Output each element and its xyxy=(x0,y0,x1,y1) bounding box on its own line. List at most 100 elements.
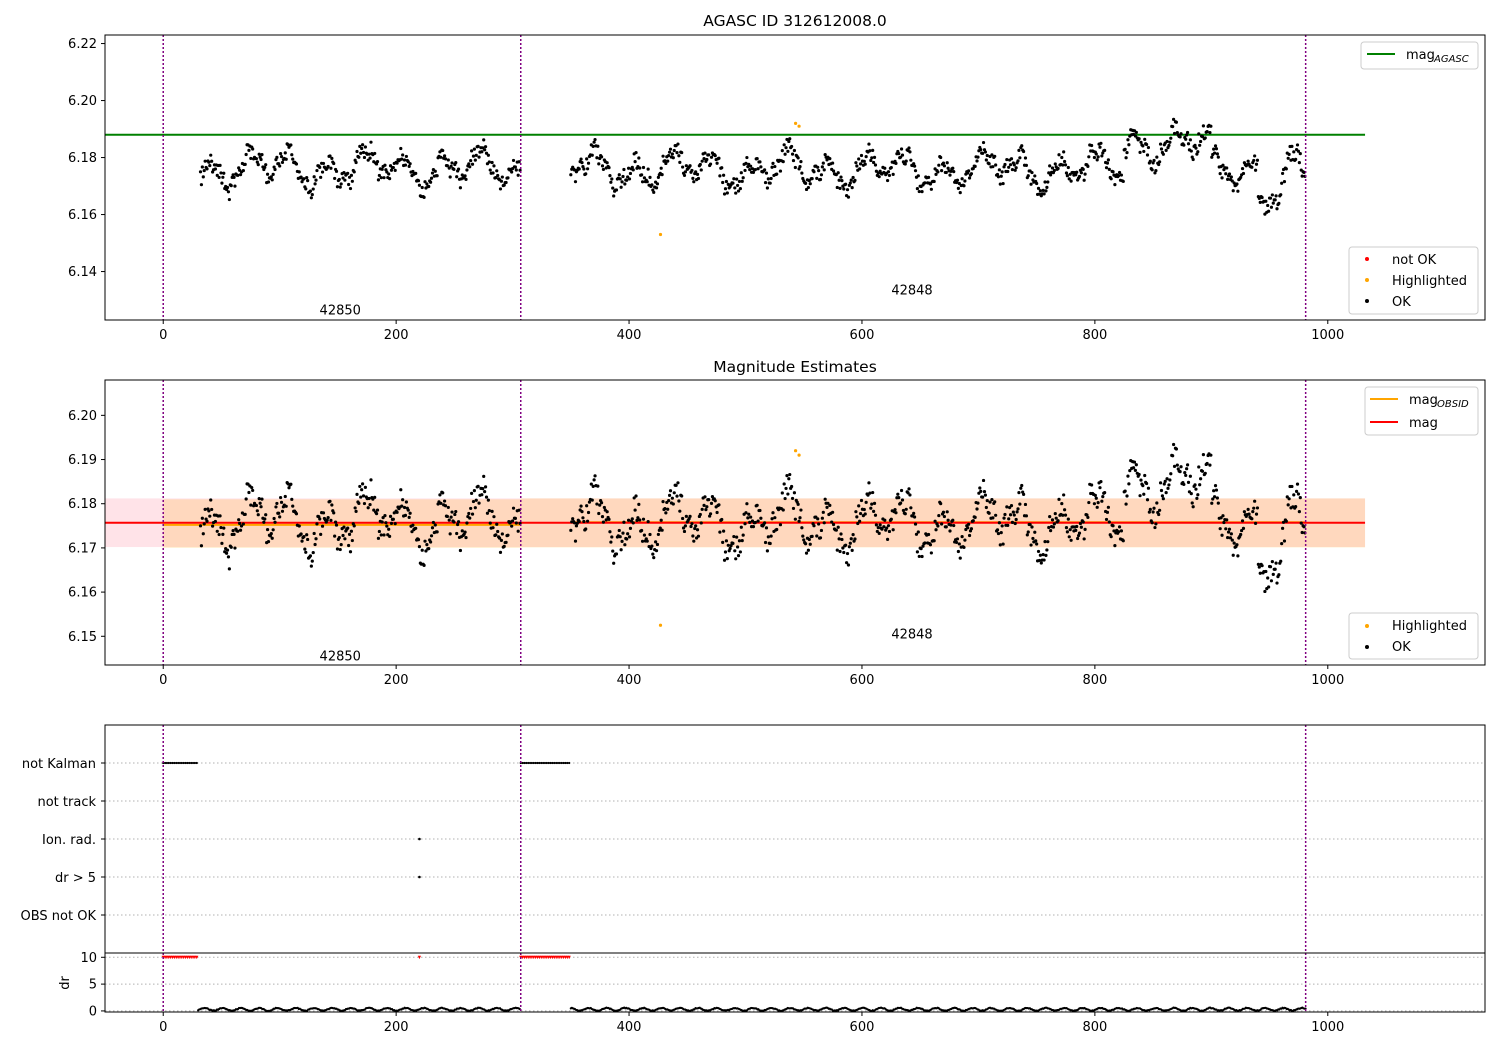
ok-point xyxy=(1239,532,1243,537)
ok-point xyxy=(681,526,686,530)
ok-point xyxy=(957,181,961,186)
ok-point xyxy=(957,542,961,546)
ok-point xyxy=(694,170,698,174)
ok-point xyxy=(506,533,510,537)
ok-point xyxy=(219,525,223,530)
ok-point xyxy=(1020,483,1024,488)
ok-point xyxy=(222,526,226,530)
ok-point xyxy=(1188,474,1192,478)
flag-point xyxy=(180,761,183,765)
ok-point xyxy=(1190,501,1194,505)
ok-point xyxy=(923,541,927,545)
ok-point xyxy=(1101,494,1105,499)
ok-point xyxy=(956,549,960,554)
ok-point xyxy=(913,522,918,526)
ok-point xyxy=(222,171,226,175)
ok-point xyxy=(423,539,427,543)
ok-point xyxy=(1113,544,1117,548)
ok-point xyxy=(1200,135,1205,139)
ok-point xyxy=(607,166,611,170)
ok-point xyxy=(1008,513,1013,517)
ok-point xyxy=(1090,483,1094,487)
ok-point xyxy=(769,176,773,181)
ok-point xyxy=(952,170,956,174)
ok-point xyxy=(1151,510,1155,514)
ok-point xyxy=(429,180,433,184)
ok-point xyxy=(791,158,796,163)
ok-point xyxy=(499,179,504,183)
ok-point xyxy=(1229,175,1233,179)
ok-point xyxy=(1164,491,1168,495)
ok-point xyxy=(976,155,980,159)
ok-point xyxy=(1145,153,1150,157)
ok-point xyxy=(634,494,638,498)
ok-point xyxy=(676,142,680,146)
ok-point xyxy=(275,155,279,159)
ok-point xyxy=(1246,159,1250,163)
ok-point xyxy=(838,549,842,554)
y-tick-label-1-5: 6.20 xyxy=(68,409,97,424)
ok-point xyxy=(913,169,918,173)
ok-point xyxy=(218,163,222,167)
ok-point xyxy=(825,505,829,509)
ok-point xyxy=(299,532,303,536)
ok-point xyxy=(1119,529,1124,533)
ok-point xyxy=(692,539,696,543)
ok-point xyxy=(883,518,887,522)
ok-point xyxy=(1000,524,1004,528)
ok-point xyxy=(379,176,383,180)
ok-point xyxy=(793,165,797,170)
ok-point xyxy=(942,164,947,168)
ok-point xyxy=(1083,527,1087,531)
ok-point xyxy=(1282,539,1287,543)
ok-point xyxy=(360,488,364,492)
ok-point xyxy=(1074,173,1078,177)
ok-point xyxy=(723,550,728,554)
ok-point xyxy=(569,173,573,177)
ok-point xyxy=(635,518,639,522)
ok-point xyxy=(275,501,279,506)
ok-point xyxy=(1017,491,1021,495)
ok-point xyxy=(279,500,284,504)
ok-point xyxy=(985,153,989,158)
ok-point xyxy=(784,146,788,150)
ok-point xyxy=(264,163,268,167)
ok-point xyxy=(238,528,243,532)
ok-point xyxy=(1029,182,1033,186)
ok-point xyxy=(1050,166,1055,170)
ok-point xyxy=(680,494,684,498)
ok-point xyxy=(308,554,313,558)
ok-point xyxy=(1139,478,1143,482)
ok-point xyxy=(464,177,468,181)
obsid-label: 42850 xyxy=(320,650,361,665)
ok-point xyxy=(1197,465,1201,469)
ok-point xyxy=(735,545,740,549)
ok-point xyxy=(477,501,481,505)
ok-point xyxy=(1224,172,1228,176)
ok-point xyxy=(1014,166,1018,170)
ok-point xyxy=(1125,150,1129,155)
ok-point xyxy=(1281,526,1285,530)
ok-point xyxy=(831,169,836,173)
ok-point xyxy=(502,544,506,548)
ok-point xyxy=(458,548,463,553)
ok-point xyxy=(790,484,794,489)
ok-point xyxy=(987,511,991,515)
ok-point xyxy=(654,186,659,190)
ok-point xyxy=(934,528,938,532)
ok-point xyxy=(1220,533,1224,537)
legend-marker xyxy=(1365,257,1369,261)
legend-label: OK xyxy=(1392,640,1411,655)
ok-point xyxy=(283,151,287,155)
ok-point xyxy=(580,509,584,514)
y-tick-label-1-2: 6.17 xyxy=(68,541,97,556)
ok-point xyxy=(962,184,966,188)
ok-point xyxy=(291,157,295,161)
ok-point xyxy=(979,148,983,152)
ok-point xyxy=(652,190,656,194)
ok-point xyxy=(408,162,412,166)
ok-point xyxy=(241,169,245,173)
ok-point xyxy=(851,533,855,537)
